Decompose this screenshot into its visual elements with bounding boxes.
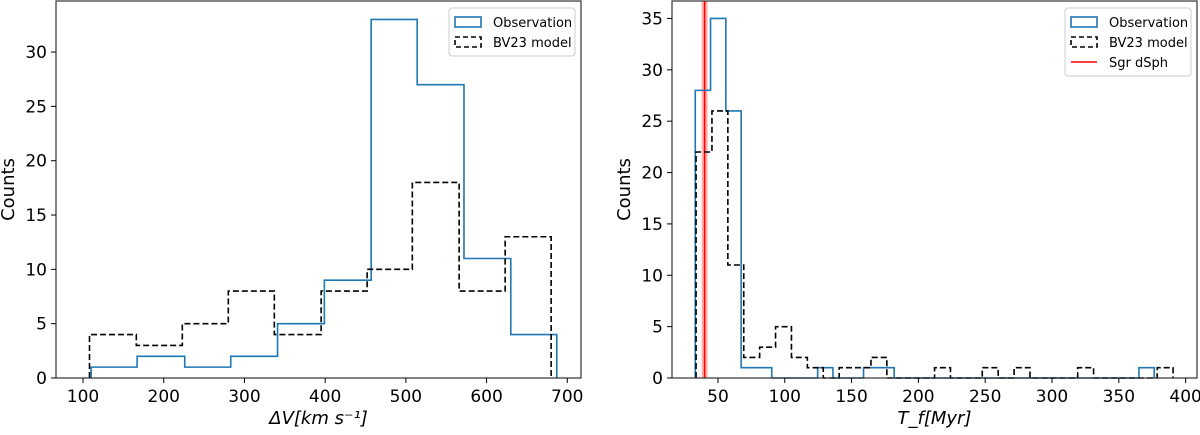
- histogram-bar: [696, 152, 712, 378]
- legend: Observation BV23 model: [448, 7, 576, 57]
- x-axis-label: ΔV[km s⁻¹]: [267, 408, 367, 429]
- histogram-bar: [1157, 368, 1173, 378]
- histogram-bar: [728, 265, 744, 378]
- legend: Observation BV23 model Sgr dSph: [1064, 7, 1192, 77]
- x-tick-label: 200: [148, 387, 180, 407]
- histogram-bar: [367, 269, 412, 378]
- y-tick-label: 15: [25, 206, 47, 226]
- histogram-bar: [182, 324, 228, 378]
- histogram-bar: [760, 347, 776, 378]
- histogram-bar: [871, 357, 887, 378]
- y-tick-label: 0: [652, 369, 663, 389]
- histogram-bar: [791, 357, 807, 378]
- legend-swatch-box: [1070, 36, 1098, 48]
- x-tick-label: 100: [769, 387, 801, 407]
- histogram-bar: [839, 368, 855, 378]
- x-tick-label: 250: [969, 387, 1001, 407]
- histogram-bar: [459, 291, 505, 378]
- legend-label: Observation: [493, 16, 572, 31]
- series-observation-step: [90, 18, 558, 378]
- series-model-step: [88, 181, 552, 378]
- panel-2: 50 100 150 200 250 300 350 400 0 5 10 15 20 25 30 35 T_f…: [614, 0, 1200, 429]
- y-tick-label: 20: [641, 164, 663, 184]
- histogram-bar: [89, 335, 136, 378]
- x-tick-label: 200: [902, 387, 934, 407]
- x-tick-label: 100: [67, 387, 99, 407]
- x-tick-label: 300: [228, 387, 260, 407]
- x-tick-label: 150: [835, 387, 867, 407]
- histogram-bar: [935, 368, 951, 378]
- y-tick-label: 15: [641, 215, 663, 235]
- y-tick-label: 10: [25, 260, 47, 280]
- y-tick-label: 30: [25, 43, 47, 63]
- x-tick-label: 300: [1036, 387, 1068, 407]
- y-tick-label: 5: [36, 315, 47, 335]
- series-model-step: [695, 110, 1174, 379]
- histogram-bar: [505, 237, 551, 378]
- x-tick-label: 600: [470, 387, 502, 407]
- histogram-bar: [744, 357, 760, 378]
- histogram-bar: [1139, 368, 1154, 378]
- y-tick-label: 10: [641, 266, 663, 286]
- y-tick-label: 20: [25, 152, 47, 172]
- legend-swatch-box: [1070, 16, 1098, 28]
- histogram-bar: [274, 335, 321, 378]
- axes-frame: [671, 0, 1198, 379]
- x-tick-label: 700: [551, 387, 583, 407]
- axes-frame: [55, 0, 582, 379]
- histogram-bar: [982, 368, 998, 378]
- y-tick-label: 0: [36, 369, 47, 389]
- histogram-bar: [321, 291, 367, 378]
- y-axis-label: Counts: [0, 158, 19, 221]
- x-tick-label: 50: [707, 387, 729, 407]
- histogram-bar: [776, 327, 792, 378]
- y-tick-label: 5: [652, 318, 663, 338]
- x-tick-label: 500: [390, 387, 422, 407]
- legend-label: BV23 model: [493, 36, 572, 51]
- histogram-bar: [228, 291, 274, 378]
- x-tick-label: 350: [1103, 387, 1135, 407]
- y-tick-label: 30: [641, 61, 663, 81]
- x-axis-label: T_f[Myr]: [898, 408, 972, 429]
- y-tick-label: 35: [641, 9, 663, 29]
- histogram-bar: [807, 368, 823, 378]
- histogram-bar: [855, 368, 871, 378]
- legend-swatch-box: [454, 36, 482, 48]
- y-tick-label: 25: [641, 112, 663, 132]
- legend-label: Observation: [1109, 16, 1188, 31]
- panel-1: 100 200 300 400 500 600 700 0 5 10 15 20 25 30 ΔV[km s…: [0, 0, 584, 429]
- legend-swatch-box: [454, 16, 482, 28]
- legend-label: BV23 model: [1109, 36, 1188, 51]
- histogram-bar: [712, 111, 728, 378]
- legend-label: Sgr dSph: [1109, 56, 1168, 71]
- histogram-bar: [412, 182, 459, 378]
- y-axis-label: Counts: [614, 158, 635, 221]
- x-tick-label: 400: [309, 387, 341, 407]
- x-tick-label: 400: [1169, 387, 1200, 407]
- histogram-bar: [136, 345, 182, 378]
- y-tick-label: 25: [25, 97, 47, 117]
- histogram-bar: [1078, 368, 1094, 378]
- histogram-bar: [1014, 368, 1030, 378]
